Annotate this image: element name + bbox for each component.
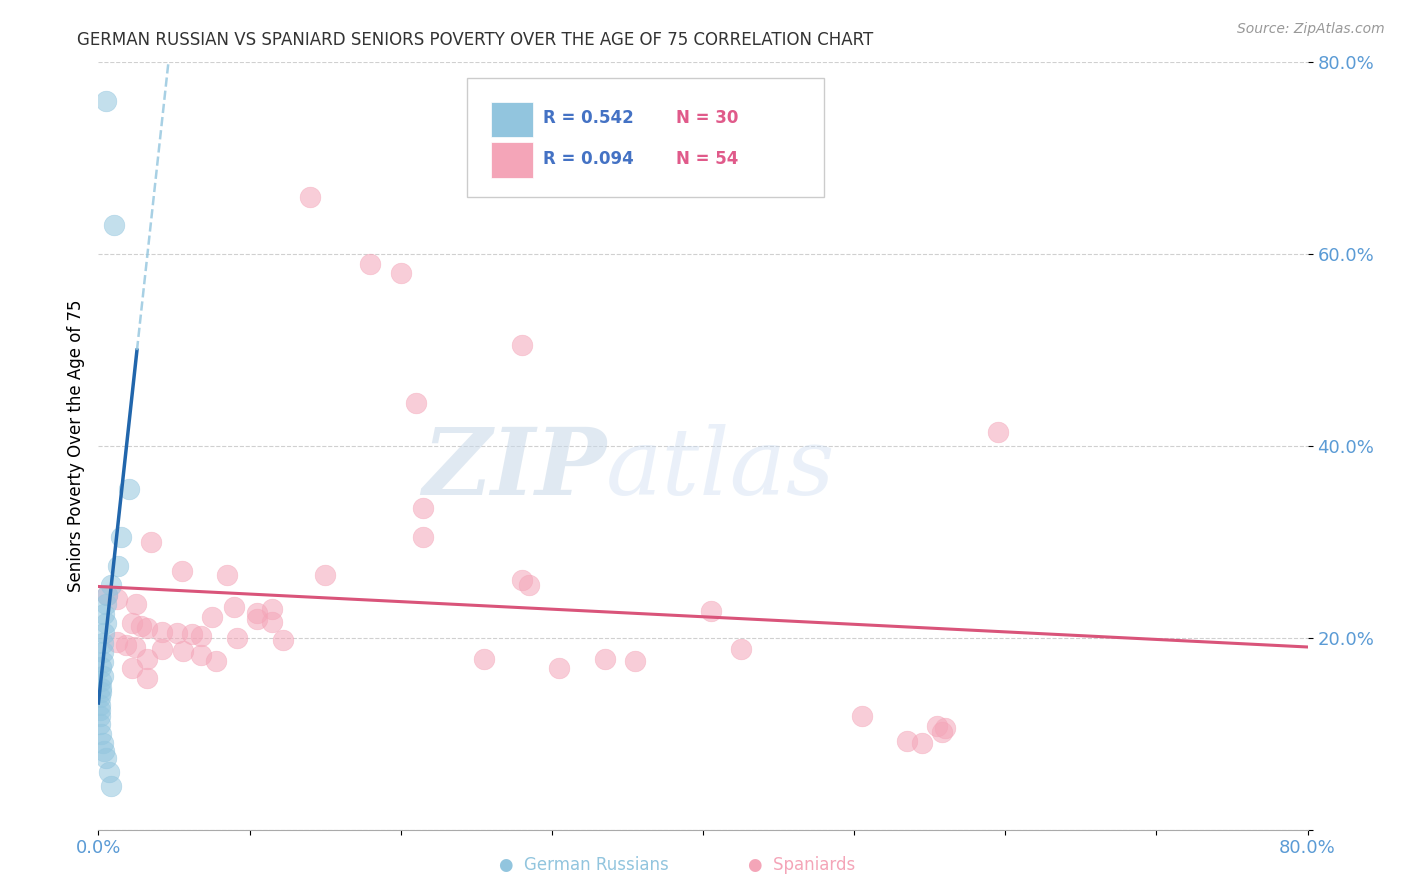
Point [190, 629, 212, 643]
Point [150, 642, 173, 657]
FancyBboxPatch shape [467, 78, 824, 197]
Point [135, 652, 157, 666]
Point [224, 600, 246, 615]
Point [89, 709, 111, 723]
Text: R = 0.094: R = 0.094 [543, 150, 634, 168]
Point [89, 698, 111, 712]
Point [262, 615, 284, 630]
Point [246, 606, 269, 620]
Point [699, 604, 721, 618]
Text: R = 0.542: R = 0.542 [543, 109, 634, 127]
Point [201, 609, 224, 624]
Point [100, 578, 122, 592]
Point [90, 726, 112, 740]
Point [89, 690, 111, 705]
Point [215, 568, 238, 582]
FancyBboxPatch shape [492, 142, 533, 178]
Point [190, 648, 212, 662]
Point [170, 564, 193, 578]
Point [121, 661, 143, 675]
Point [593, 652, 616, 666]
Point [110, 530, 132, 544]
Point [94, 750, 117, 764]
Point [105, 634, 128, 648]
Y-axis label: Seniors Poverty Over the Age of 75: Seniors Poverty Over the Age of 75 [66, 300, 84, 592]
Text: ●  Spaniards: ● Spaniards [748, 856, 855, 874]
Point [96, 588, 118, 602]
Point [510, 338, 533, 352]
Point [262, 602, 284, 616]
Text: ZIP: ZIP [422, 424, 606, 514]
Point [91, 655, 114, 669]
Point [135, 671, 157, 685]
Point [172, 644, 194, 658]
Point [100, 780, 122, 794]
Point [472, 652, 495, 666]
Point [226, 631, 249, 645]
Point [124, 640, 146, 655]
Point [934, 721, 956, 735]
Point [987, 425, 1010, 439]
Point [911, 736, 934, 750]
Point [299, 189, 322, 203]
Point [510, 574, 533, 588]
Point [94, 597, 117, 611]
Point [548, 661, 571, 675]
Point [129, 619, 152, 633]
Point [93, 744, 115, 758]
Point [118, 482, 141, 496]
Point [105, 592, 128, 607]
Point [103, 219, 125, 233]
Point [517, 578, 540, 592]
Text: atlas: atlas [606, 424, 835, 514]
Point [91, 645, 114, 659]
Point [181, 627, 204, 641]
Point [624, 654, 647, 668]
Point [107, 558, 129, 573]
Point [389, 266, 412, 280]
Point [927, 719, 949, 733]
FancyBboxPatch shape [492, 102, 533, 136]
Point [94, 94, 117, 108]
Point [896, 734, 918, 748]
Point [166, 626, 188, 640]
Point [851, 709, 873, 723]
Point [89, 717, 111, 731]
Point [405, 396, 427, 410]
Point [121, 616, 143, 631]
Point [246, 612, 269, 626]
Point [931, 724, 953, 739]
Text: N = 54: N = 54 [676, 150, 738, 168]
Point [91, 669, 114, 683]
Point [150, 625, 173, 640]
Point [90, 681, 112, 695]
Point [314, 568, 336, 582]
Point [412, 530, 434, 544]
Point [96, 588, 118, 602]
Point [360, 257, 382, 271]
Point [90, 659, 112, 673]
Point [91, 635, 114, 649]
Point [98, 765, 121, 780]
Point [90, 685, 112, 699]
Point [91, 736, 114, 750]
Text: ●  German Russians: ● German Russians [499, 856, 668, 874]
Point [412, 501, 434, 516]
Point [89, 703, 111, 717]
Point [205, 654, 228, 668]
Point [125, 597, 148, 611]
Point [135, 621, 157, 635]
Text: GERMAN RUSSIAN VS SPANIARD SENIORS POVERTY OVER THE AGE OF 75 CORRELATION CHART: GERMAN RUSSIAN VS SPANIARD SENIORS POVER… [77, 31, 873, 49]
Point [141, 535, 163, 549]
Point [93, 607, 115, 621]
Point [94, 616, 117, 631]
Point [114, 639, 136, 653]
Text: Source: ZipAtlas.com: Source: ZipAtlas.com [1237, 22, 1385, 37]
Point [730, 642, 752, 657]
Point [90, 673, 112, 688]
Text: N = 30: N = 30 [676, 109, 738, 127]
Point [271, 632, 294, 647]
Point [93, 626, 115, 640]
